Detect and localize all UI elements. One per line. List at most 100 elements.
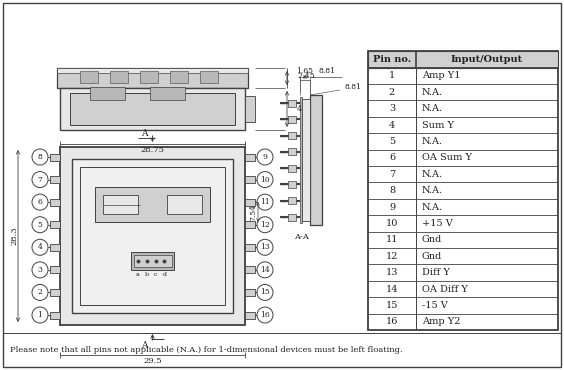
Bar [368,51,558,68]
Circle shape [32,239,48,255]
Bar [245,289,255,296]
Text: 7: 7 [38,176,42,184]
Text: 11: 11 [386,235,398,244]
Bar [300,97,302,223]
Text: Diff Y: Diff Y [422,268,450,277]
Bar [134,255,171,267]
Bar [60,88,245,130]
Bar [288,148,296,155]
Bar [110,71,128,83]
Bar [50,244,60,251]
Bar [302,99,310,221]
Circle shape [32,285,48,300]
Text: 9: 9 [263,153,267,161]
Bar [288,213,296,221]
Bar [150,87,185,100]
Bar [57,68,248,73]
Text: +15 V: +15 V [422,219,453,228]
Text: 4: 4 [38,243,42,251]
Text: 8: 8 [389,186,395,195]
Text: Gnd: Gnd [422,235,442,244]
Bar [60,147,245,325]
Text: 14: 14 [260,266,270,274]
Bar [80,71,98,83]
Text: 28.3: 28.3 [10,227,18,245]
Bar [50,312,60,319]
Circle shape [32,307,48,323]
Text: 12: 12 [386,252,398,261]
Bar [130,252,174,270]
Bar [50,199,60,206]
Bar [167,195,202,214]
Bar [288,181,296,188]
Circle shape [257,307,273,323]
Bar [80,167,225,305]
Text: Input/Output: Input/Output [451,55,523,64]
Text: 16: 16 [260,311,270,319]
Circle shape [257,262,273,278]
Text: c: c [154,272,157,278]
Bar [72,159,233,313]
Text: 11: 11 [260,198,270,206]
Text: 14: 14 [386,285,398,293]
Text: Please note that all pins not applicable (N.A.) for 1-dimensional devices must b: Please note that all pins not applicable… [10,346,403,354]
Text: A-A: A-A [294,233,309,241]
Bar [245,176,255,183]
Bar [288,100,296,107]
Circle shape [257,239,273,255]
Text: Amp Y2: Amp Y2 [422,317,460,326]
Bar [57,68,248,88]
Text: 8: 8 [38,153,42,161]
Bar [310,95,322,225]
Text: Sum Y: Sum Y [422,121,454,130]
Bar [288,132,296,139]
Text: 15: 15 [260,289,270,296]
Text: 10: 10 [386,219,398,228]
Text: b: b [144,272,148,278]
Text: 1.65: 1.65 [297,67,314,75]
Bar [245,312,255,319]
Circle shape [257,172,273,188]
Text: OA Diff Y: OA Diff Y [422,285,468,293]
Text: 9: 9 [389,202,395,212]
Bar [245,154,255,161]
Bar [50,289,60,296]
Text: 29.5: 29.5 [143,357,162,365]
Text: 6: 6 [38,198,42,206]
Text: Pin no.: Pin no. [373,55,411,64]
Bar [140,71,158,83]
Bar [288,116,296,123]
Text: 2.45: 2.45 [297,72,315,80]
Text: N.A.: N.A. [422,202,443,212]
Text: 28.75: 28.75 [140,146,165,154]
Circle shape [257,217,273,233]
Text: 2: 2 [389,88,395,97]
Text: N.A.: N.A. [422,137,443,146]
Text: A: A [141,128,148,138]
Circle shape [32,262,48,278]
Text: 1: 1 [389,71,395,80]
Circle shape [32,194,48,210]
Text: 8.81: 8.81 [319,67,336,75]
Text: A: A [141,340,148,350]
Text: N.A.: N.A. [422,186,443,195]
Circle shape [32,217,48,233]
Text: 13: 13 [260,243,270,251]
Bar [70,93,235,125]
Bar [245,221,255,228]
Text: 5: 5 [389,137,395,146]
Text: 5: 5 [38,221,42,229]
Text: 7: 7 [389,170,395,179]
Bar [200,71,218,83]
Text: 4: 4 [389,121,395,130]
Text: 8.81: 8.81 [345,83,362,91]
Bar [95,187,210,222]
Bar [103,195,138,214]
Circle shape [257,285,273,300]
Bar [90,87,125,100]
Text: N.A.: N.A. [422,104,443,113]
Text: OA Sum Y: OA Sum Y [422,153,472,162]
Bar [50,154,60,161]
Text: 16: 16 [386,317,398,326]
Text: N.A.: N.A. [422,88,443,97]
